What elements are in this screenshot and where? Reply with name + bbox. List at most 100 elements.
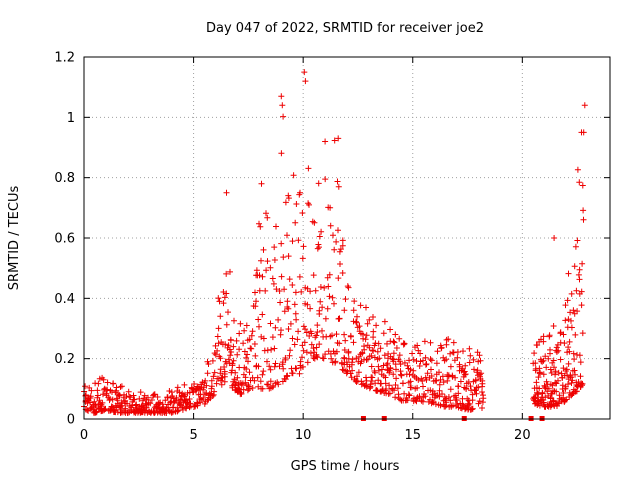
data-point (407, 366, 414, 373)
data-point (363, 374, 369, 381)
data-point (259, 371, 266, 378)
data-point (293, 201, 300, 207)
data-point (450, 402, 456, 409)
data-point (418, 397, 425, 404)
data-point (276, 288, 283, 294)
data-point (221, 364, 228, 370)
data-point (578, 288, 585, 295)
data-point (291, 301, 298, 308)
data-point (210, 373, 217, 380)
data-point (370, 348, 377, 354)
data-point (452, 374, 459, 381)
data-point (287, 320, 294, 327)
data-point (440, 354, 447, 361)
data-point (235, 385, 242, 392)
data-point (450, 339, 457, 346)
data-point (469, 397, 476, 404)
data-point (465, 402, 472, 409)
data-point (535, 391, 542, 398)
data-point (531, 395, 538, 402)
data-point (277, 299, 284, 306)
data-point (245, 382, 252, 388)
data-point (103, 390, 110, 397)
data-point (264, 358, 270, 365)
data-point (228, 349, 235, 355)
data-point (423, 376, 430, 383)
data-point (400, 340, 407, 347)
data-point (208, 377, 215, 384)
data-point (427, 339, 434, 346)
data-point (390, 371, 397, 378)
data-point (245, 358, 251, 365)
data-point (351, 298, 358, 305)
data-point (570, 350, 577, 357)
data-point (253, 267, 260, 274)
data-point (215, 325, 222, 332)
data-point (238, 381, 245, 388)
data-point (301, 69, 308, 76)
data-point (396, 335, 403, 342)
data-point (331, 137, 338, 144)
data-point (349, 356, 356, 363)
data-point (562, 397, 568, 404)
data-point (395, 391, 402, 398)
data-point (249, 385, 256, 391)
data-point (469, 405, 476, 412)
data-point (576, 266, 583, 273)
data-point (249, 328, 256, 335)
data-point (533, 379, 540, 386)
data-point (102, 405, 109, 412)
data-point (221, 368, 228, 375)
data-point (256, 220, 262, 227)
data-point (95, 380, 102, 387)
data-point (573, 388, 580, 395)
data-point (479, 389, 485, 395)
data-point (569, 377, 576, 384)
data-point (230, 357, 237, 364)
data-point (560, 331, 567, 338)
data-point (252, 289, 258, 296)
data-point (271, 363, 278, 370)
data-point (542, 353, 549, 360)
data-point (564, 297, 571, 304)
data-point (355, 369, 362, 376)
data-point (562, 317, 569, 324)
data-point (218, 374, 225, 381)
data-point (343, 359, 350, 366)
data-point (100, 376, 107, 383)
data-point (109, 396, 116, 403)
data-point (555, 377, 561, 384)
data-point (191, 381, 198, 387)
data-point (463, 386, 470, 392)
data-point (331, 300, 337, 307)
data-point (375, 340, 382, 347)
data-point (168, 389, 175, 396)
data-point (336, 315, 343, 322)
data-point (248, 345, 255, 352)
data-point (236, 364, 243, 371)
data-point (433, 360, 440, 367)
data-point (255, 363, 262, 370)
data-point (252, 303, 259, 310)
data-point (236, 346, 243, 353)
data-point (339, 237, 346, 244)
data-point (407, 378, 414, 385)
data-point (356, 323, 363, 330)
data-point (363, 377, 370, 384)
data-point (322, 176, 329, 183)
data-point (279, 361, 286, 368)
data-point (357, 302, 364, 309)
data-point (315, 241, 322, 248)
data-point (204, 370, 211, 377)
data-point (375, 377, 382, 384)
data-point (399, 380, 406, 387)
x-tick-label: 15 (404, 428, 421, 443)
data-point (269, 275, 276, 282)
data-point (96, 397, 103, 404)
data-point (296, 370, 303, 377)
data-point (227, 336, 234, 343)
data-point (246, 369, 253, 376)
data-point (551, 235, 558, 241)
data-point (306, 201, 312, 208)
data-point (392, 394, 399, 401)
